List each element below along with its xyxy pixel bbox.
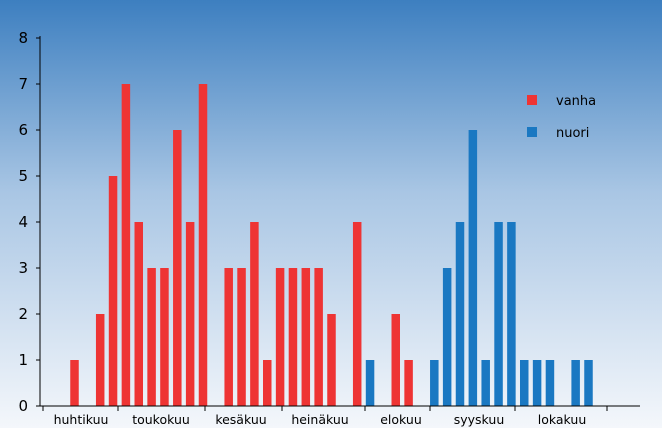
legend-label-vanha: vanha	[556, 94, 596, 109]
bar-vanha-3	[108, 176, 118, 406]
x-category-label-3: heinäkuu	[291, 412, 348, 427]
x-category-label-6: lokakuu	[538, 412, 587, 427]
x-category-label-1: toukokuu	[132, 412, 190, 427]
y-tick-label-0: 0	[18, 397, 28, 415]
bar-vanha-4	[121, 84, 131, 406]
y-tick-label-4: 4	[18, 213, 28, 231]
bar-vanha-13	[237, 268, 246, 406]
bar-vanha-22	[352, 222, 362, 406]
bars-layer	[70, 84, 593, 406]
bar-nuori-29	[442, 268, 452, 406]
y-tick-label-5: 5	[18, 167, 28, 185]
legend: vanha nuori	[527, 94, 596, 141]
y-tick-label-1: 1	[18, 351, 28, 369]
bar-nuori-33	[494, 222, 503, 406]
bar-vanha-10	[198, 84, 208, 406]
bar-vanha-0	[70, 360, 79, 406]
bar-nuori-28	[430, 360, 439, 406]
bar-nuori-36	[532, 360, 542, 406]
x-category-label-5: syyskuu	[454, 412, 505, 427]
bar-nuori-23	[365, 360, 375, 406]
bar-vanha-12	[224, 268, 233, 406]
bar-vanha-17	[288, 268, 298, 406]
bar-vanha-14	[250, 222, 259, 406]
legend-swatch-vanha	[527, 95, 537, 105]
bar-vanha-7	[160, 268, 169, 406]
legend-label-nuori: nuori	[556, 126, 589, 141]
bar-vanha-5	[134, 222, 143, 406]
y-tick-label-3: 3	[18, 259, 28, 277]
x-category-label-4: elokuu	[380, 412, 422, 427]
y-tick-label-8: 8	[18, 29, 28, 47]
axes-layer: 0 1 2 3 4 5 6 7 8 huhtikuu toukokuu kesäkuu heinäkuu…	[18, 29, 640, 427]
bar-nuori-40	[584, 360, 593, 406]
x-category-label-2: kesäkuu	[215, 412, 266, 427]
bar-vanha-15	[263, 360, 272, 406]
legend-swatch-nuori	[527, 127, 537, 137]
bar-nuori-32	[481, 360, 490, 406]
bar-nuori-34	[507, 222, 516, 406]
bar-nuori-31	[468, 130, 478, 406]
bar-vanha-16	[275, 268, 285, 406]
y-tick-label-7: 7	[18, 75, 28, 93]
bar-nuori-30	[455, 222, 465, 406]
bar-vanha-25	[391, 314, 400, 406]
bar-vanha-26	[404, 360, 413, 406]
bar-vanha-18	[301, 268, 311, 406]
bar-vanha-9	[185, 222, 195, 406]
bar-nuori-35	[520, 360, 529, 406]
y-tick-label-6: 6	[18, 121, 28, 139]
y-tick-label-2: 2	[18, 305, 28, 323]
bar-nuori-39	[571, 360, 580, 406]
bar-vanha-20	[327, 314, 336, 406]
bar-vanha-6	[147, 268, 156, 406]
bar-vanha-2	[95, 314, 105, 406]
x-category-label-0: huhtikuu	[54, 412, 109, 427]
bar-vanha-8	[173, 130, 182, 406]
bar-nuori-37	[545, 360, 555, 406]
bar-vanha-19	[314, 268, 323, 406]
